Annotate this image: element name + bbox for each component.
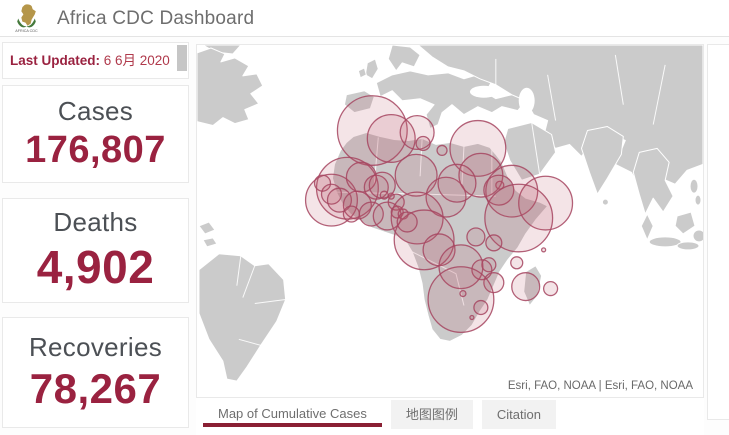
- case-bubble[interactable]: [379, 190, 389, 200]
- deaths-label: Deaths: [53, 207, 138, 237]
- cases-value: 176,807: [25, 129, 166, 171]
- map-canvas[interactable]: [197, 45, 703, 397]
- case-bubble[interactable]: [510, 256, 524, 270]
- last-updated-text: Last Updated: 6 6月 2020: [10, 43, 170, 78]
- case-bubble-layer[interactable]: [304, 95, 574, 334]
- case-bubble[interactable]: [304, 173, 359, 227]
- last-updated-date: 6 6月 2020: [100, 53, 170, 68]
- case-bubble[interactable]: [393, 209, 455, 271]
- cases-card: Cases 176,807: [2, 85, 189, 183]
- case-bubble[interactable]: [511, 272, 541, 302]
- case-bubble[interactable]: [518, 175, 574, 231]
- case-bubble[interactable]: [358, 201, 384, 227]
- case-bubble[interactable]: [436, 144, 448, 157]
- case-bubble[interactable]: [483, 272, 505, 294]
- header: AFRICA CDC Africa CDC Dashboard: [0, 0, 729, 37]
- map-attribution: Esri, FAO, NOAA | Esri, FAO, NOAA: [500, 379, 700, 393]
- recoveries-value: 78,267: [29, 365, 162, 412]
- case-bubble[interactable]: [469, 314, 475, 321]
- case-bubble[interactable]: [540, 247, 547, 253]
- tab-map-of-cumulative-cases[interactable]: Map of Cumulative Cases: [203, 400, 382, 427]
- case-bubble[interactable]: [415, 135, 431, 152]
- case-bubble[interactable]: [466, 227, 486, 247]
- case-bubble[interactable]: [366, 113, 416, 163]
- case-bubble[interactable]: [473, 299, 489, 316]
- case-bubble[interactable]: [495, 180, 505, 190]
- map-panel: Esri, FAO, NOAA | Esri, FAO, NOAA: [196, 44, 704, 398]
- case-bubble[interactable]: [326, 187, 353, 213]
- case-bubble[interactable]: [396, 211, 418, 233]
- last-updated-label: Last Updated:: [10, 53, 101, 68]
- case-bubble[interactable]: [394, 153, 438, 197]
- case-bubble[interactable]: [542, 281, 559, 297]
- right-panel: [707, 44, 729, 420]
- tab-bar: Map of Cumulative Cases 地图图例 Citation: [196, 398, 704, 435]
- deaths-card: Deaths 4,902: [2, 198, 189, 303]
- case-bubble[interactable]: [425, 176, 467, 218]
- deaths-value: 4,902: [36, 241, 155, 293]
- case-bubble[interactable]: [484, 183, 554, 253]
- case-bubble[interactable]: [437, 163, 477, 203]
- case-bubble[interactable]: [485, 234, 503, 252]
- recoveries-label: Recoveries: [28, 332, 163, 362]
- page-title: Africa CDC Dashboard: [57, 8, 255, 29]
- cases-label: Cases: [57, 96, 134, 126]
- case-bubble[interactable]: [427, 266, 495, 334]
- tab-citation[interactable]: Citation: [481, 400, 556, 429]
- case-bubble[interactable]: [336, 95, 408, 166]
- case-bubble[interactable]: [342, 205, 361, 223]
- logo-caption: AFRICA CDC: [15, 29, 38, 33]
- case-bubble[interactable]: [387, 192, 395, 200]
- last-updated-card: Last Updated: 6 6月 2020: [2, 42, 189, 79]
- tab-map-legend[interactable]: 地图图例: [390, 400, 473, 429]
- case-bubble[interactable]: [485, 164, 539, 218]
- africa-cdc-logo: AFRICA CDC: [15, 4, 38, 33]
- recoveries-card: Recoveries 78,267: [2, 317, 189, 428]
- scrollbar-thumb[interactable]: [177, 45, 187, 71]
- case-bubble[interactable]: [459, 289, 467, 298]
- basemap-land: [197, 45, 703, 382]
- case-bubble[interactable]: [399, 114, 435, 151]
